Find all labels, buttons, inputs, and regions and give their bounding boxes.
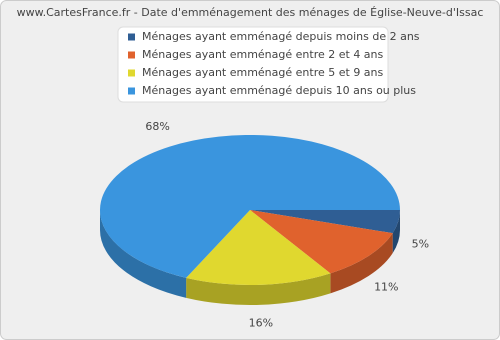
slice bbox=[250, 210, 400, 234]
legend bbox=[117, 26, 389, 103]
slice bbox=[250, 210, 393, 274]
legend-swatch bbox=[128, 33, 135, 41]
slice bbox=[186, 210, 331, 286]
slice-side bbox=[392, 210, 400, 254]
data-label: 16% bbox=[249, 317, 273, 330]
slice-side bbox=[100, 210, 187, 298]
data-label: 11% bbox=[374, 280, 398, 293]
slice-side bbox=[330, 233, 393, 294]
legend-label: Ménages ayant emménagé entre 5 et 9 ans bbox=[142, 66, 384, 79]
legend-label: Ménages ayant emménagé entre 2 et 4 ans bbox=[142, 48, 384, 61]
slice-side bbox=[186, 273, 331, 305]
legend-label: Ménages ayant emménagé depuis 10 ans ou … bbox=[142, 84, 416, 97]
legend-swatch bbox=[128, 87, 135, 95]
chart-title: www.CartesFrance.fr - Date d'emménagemen… bbox=[17, 6, 484, 19]
legend-swatch bbox=[128, 51, 135, 59]
slice bbox=[100, 134, 401, 278]
data-label: 68% bbox=[145, 120, 169, 133]
legend-swatch bbox=[128, 69, 135, 77]
data-label: 5% bbox=[412, 238, 429, 251]
legend-label: Ménages ayant emménagé depuis moins de 2… bbox=[142, 30, 420, 43]
